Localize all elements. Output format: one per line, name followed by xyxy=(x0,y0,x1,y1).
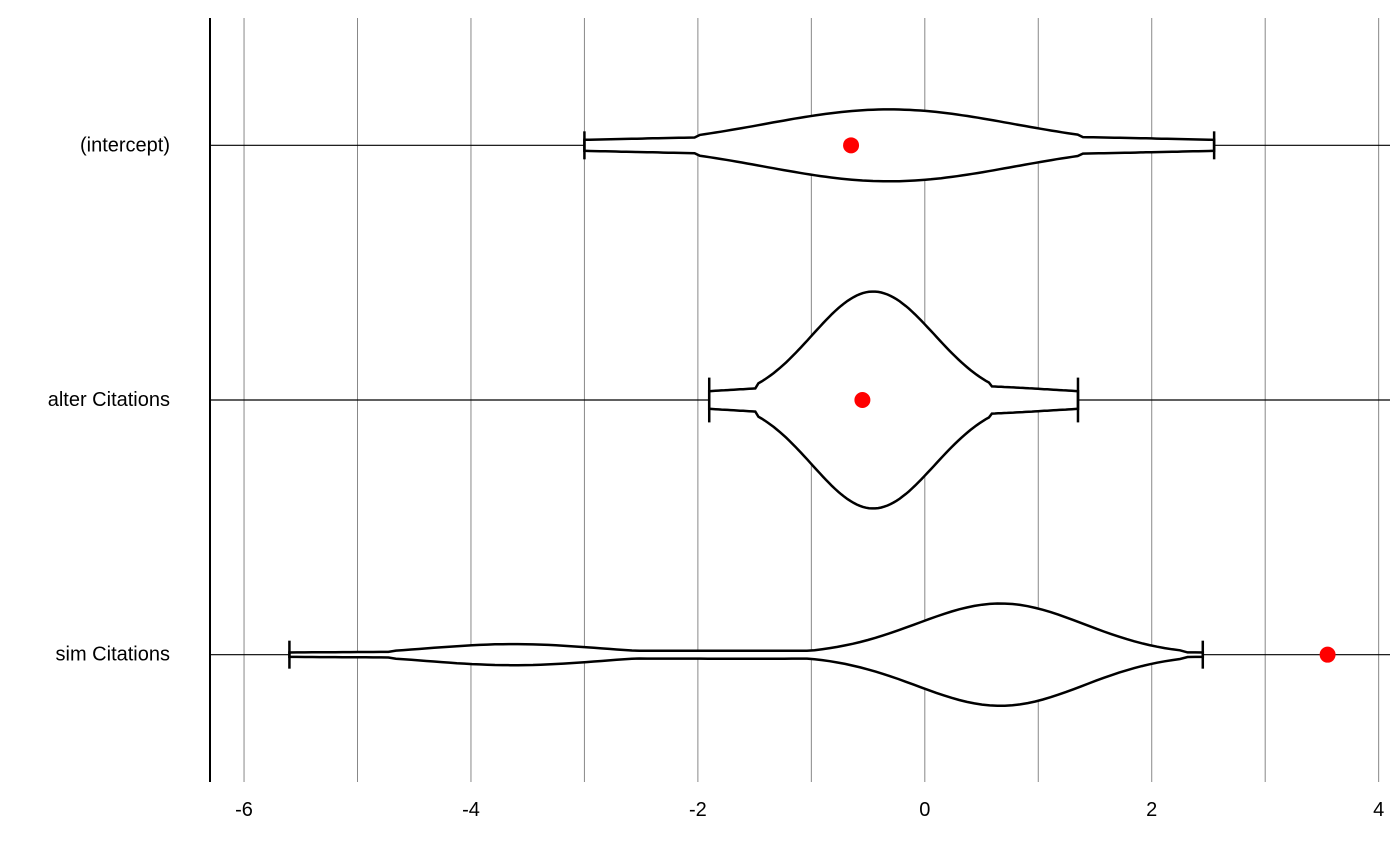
violins xyxy=(210,109,1390,705)
x-tick-label: 4 xyxy=(1373,799,1384,821)
estimate-point xyxy=(854,392,870,408)
x-tick-labels: -6 -4 -2 0 2 4 xyxy=(235,799,1384,821)
x-tick-label: 2 xyxy=(1146,799,1157,821)
estimate-point xyxy=(1320,647,1336,663)
x-tick-label: -2 xyxy=(689,799,707,821)
violin-chart: (intercept)alter Citationssim Citations … xyxy=(0,0,1400,866)
violin-body xyxy=(289,604,1202,706)
estimate-point xyxy=(843,137,859,153)
x-tick-label: -4 xyxy=(462,799,480,821)
y-tick-labels: (intercept) alter Citations sim Citations xyxy=(48,134,170,665)
y-tick-label: alter Citations xyxy=(48,389,170,411)
violin-body xyxy=(709,292,1078,509)
y-tick-label: (intercept) xyxy=(80,134,170,156)
y-tick-label: sim Citations xyxy=(56,644,170,666)
x-tick-label: -6 xyxy=(235,799,253,821)
violin-body xyxy=(584,109,1214,181)
x-tick-label: 0 xyxy=(919,799,930,821)
